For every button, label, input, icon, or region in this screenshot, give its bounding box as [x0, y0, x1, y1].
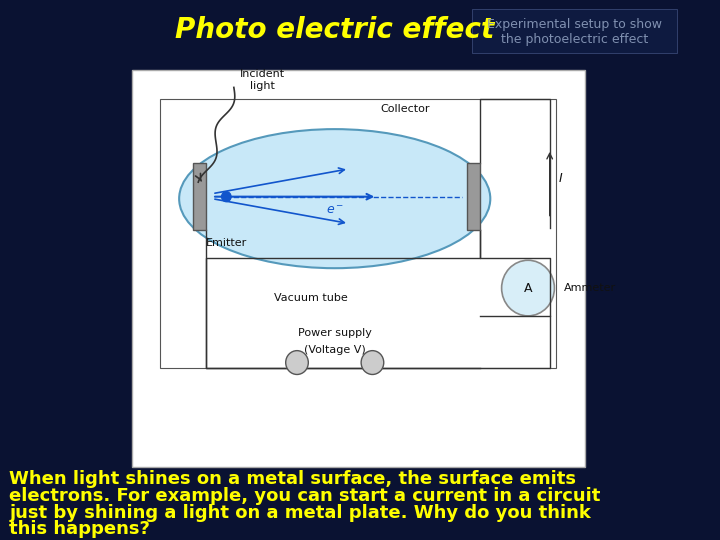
Bar — [467, 163, 480, 231]
Text: Experimental setup to show: Experimental setup to show — [487, 18, 662, 31]
Ellipse shape — [179, 129, 490, 268]
Text: electrons. For example, you can start a current in a circuit: electrons. For example, you can start a … — [9, 487, 600, 505]
FancyBboxPatch shape — [132, 70, 585, 467]
Text: Incident: Incident — [240, 70, 284, 79]
Bar — [161, 99, 557, 368]
Text: Power supply: Power supply — [298, 328, 372, 338]
Circle shape — [361, 350, 384, 374]
Circle shape — [286, 350, 308, 374]
Text: Photo electric effect: Photo electric effect — [175, 16, 495, 44]
Text: the photoelectric effect: the photoelectric effect — [501, 33, 648, 46]
Text: Collector: Collector — [381, 104, 430, 114]
Text: (Voltage V): (Voltage V) — [304, 345, 366, 355]
Text: just by shining a light on a metal plate. Why do you think: just by shining a light on a metal plate… — [9, 504, 591, 522]
Text: Emitter: Emitter — [206, 238, 247, 248]
FancyBboxPatch shape — [472, 9, 677, 52]
Text: this happens?: this happens? — [9, 521, 150, 538]
Circle shape — [222, 192, 231, 201]
Text: A: A — [523, 281, 532, 294]
Text: I: I — [558, 172, 562, 185]
Circle shape — [502, 260, 554, 316]
Text: $e^-$: $e^-$ — [325, 204, 344, 217]
Text: Vacuum tube: Vacuum tube — [274, 293, 348, 303]
Text: light: light — [250, 82, 274, 91]
Bar — [193, 163, 207, 231]
Text: When light shines on a metal surface, the surface emits: When light shines on a metal surface, th… — [9, 470, 577, 488]
Text: Ammeter: Ammeter — [564, 283, 616, 293]
